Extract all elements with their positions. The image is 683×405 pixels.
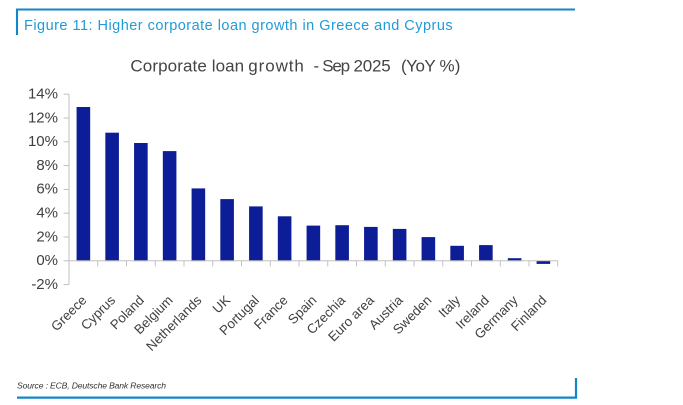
svg-text:6%: 6% <box>36 181 58 198</box>
svg-text:2025: 2025 <box>354 57 391 76</box>
svg-text:Sep: Sep <box>322 57 349 76</box>
svg-text:12%: 12% <box>28 109 58 126</box>
svg-text:loan: loan <box>212 57 245 76</box>
svg-text:Source : ECB, Deutsche Bank Re: Source : ECB, Deutsche Bank Research <box>17 381 166 391</box>
svg-text:10%: 10% <box>28 133 58 150</box>
svg-text:8%: 8% <box>36 157 58 174</box>
svg-text:growth: growth <box>248 57 304 76</box>
svg-text:(YoY: (YoY <box>401 57 435 76</box>
svg-text:Figure 11: Higher corporate lo: Figure 11: Higher corporate loan growth … <box>24 18 453 34</box>
svg-text:-: - <box>314 57 320 76</box>
svg-text:%): %) <box>440 57 461 76</box>
svg-text:14%: 14% <box>28 86 58 103</box>
svg-text:0%: 0% <box>36 252 58 269</box>
svg-text:4%: 4% <box>36 205 58 222</box>
svg-text:Corporate: Corporate <box>130 57 207 76</box>
svg-text:-2%: -2% <box>31 276 58 293</box>
svg-text:2%: 2% <box>36 228 58 245</box>
